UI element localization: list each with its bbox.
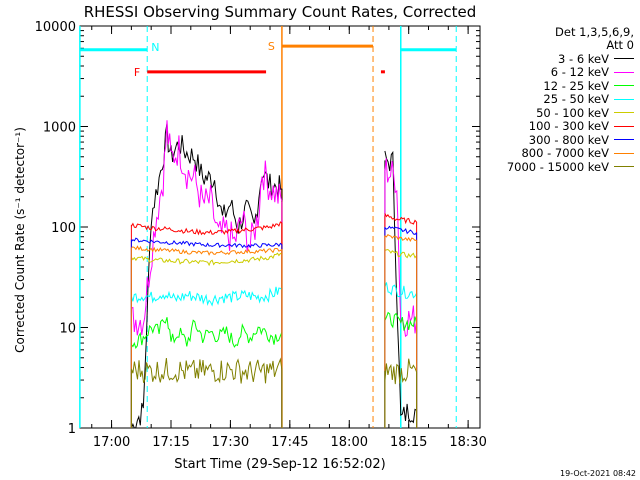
series-line-4-segment-1 [384, 248, 417, 259]
legend: Det 1,3,5,6,9, Att 0 3 - 6 keV 6 - 12 keV… [484, 26, 634, 174]
legend-swatch [614, 166, 634, 168]
legend-item: 3 - 6 keV [484, 52, 634, 66]
series-line-8-segment-1 [384, 358, 418, 385]
flag-label-s: S [268, 40, 275, 53]
legend-label: 100 - 300 keV [528, 119, 609, 134]
series-line-5-segment-1 [384, 213, 417, 225]
y-tick-label: 10000 [35, 20, 76, 35]
x-tick-label: 18:30 [449, 435, 486, 450]
series-line-8-segment-0 [130, 357, 283, 384]
series-line-5-segment-0 [130, 221, 283, 236]
legend-swatch [614, 112, 634, 114]
legend-header-line-2: Att 0 [606, 38, 634, 52]
footer-date: 19-Oct-2021 08:42 [560, 469, 636, 478]
x-tick-label: 18:15 [390, 435, 427, 450]
legend-item: 800 - 7000 keV [484, 146, 634, 161]
plot-layer: 1 10 100 1000 10000 17:00 17:15 17:30 17:45 18:00… [35, 20, 487, 450]
series-line-2-segment-0 [130, 317, 283, 349]
legend-item: 300 - 800 keV [484, 133, 634, 147]
series-line-3-segment-0 [130, 286, 283, 307]
legend-label: 7000 - 15000 keV [506, 159, 609, 174]
series-line-2-segment-1 [384, 311, 418, 331]
legend-swatch [614, 125, 634, 127]
y-tick-label: 1000 [43, 121, 76, 136]
y-tick-label: 100 [51, 221, 76, 236]
flag-label-f: F [134, 66, 140, 79]
legend-swatch [614, 98, 634, 100]
legend-item: 6 - 12 keV [484, 65, 634, 80]
legend-label: 3 - 6 keV [558, 51, 609, 66]
legend-swatch [614, 85, 634, 87]
legend-item: 50 - 100 keV [484, 106, 634, 120]
flag-label-n: N [151, 41, 159, 54]
series-line-0-segment-1 [384, 150, 417, 424]
legend-swatch [614, 71, 634, 73]
legend-rows: 3 - 6 keV 6 - 12 keV 12 - 25 keV 25 - 50 ke… [484, 52, 634, 174]
legend-item: 25 - 50 keV [484, 92, 634, 107]
series-line-6-segment-0 [131, 237, 283, 249]
y-axis-label: Corrected Count Rate (s⁻¹ detector⁻¹) [13, 127, 27, 353]
legend-swatch [614, 58, 634, 60]
legend-item: 12 - 25 keV [484, 79, 634, 93]
series-line-7-segment-0 [131, 245, 283, 256]
legend-header-line-1: Det 1,3,5,6,9, [555, 25, 634, 39]
x-tick-label: 17:45 [271, 435, 308, 450]
series-line-7-segment-1 [384, 234, 417, 242]
legend-item: 100 - 300 keV [484, 119, 634, 134]
series-line-4-segment-0 [130, 252, 283, 267]
legend-swatch [614, 139, 634, 141]
legend-label: 12 - 25 keV [543, 78, 609, 93]
x-axis-label: Start Time (29-Sep-12 16:52:02) [174, 457, 385, 472]
legend-label: 800 - 7000 keV [521, 146, 609, 161]
series-line-3-segment-1 [384, 282, 418, 299]
y-tick-label: 10 [59, 322, 76, 337]
chart-title: RHESSI Observing Summary Count Rates, Co… [84, 3, 477, 21]
y-tick-label: 1 [68, 422, 76, 437]
legend-label: 300 - 800 keV [528, 132, 609, 147]
legend-label: 50 - 100 keV [536, 105, 609, 120]
x-tick-label: 18:00 [331, 435, 368, 450]
legend-swatch [614, 152, 634, 154]
series-line-1-segment-1 [384, 158, 418, 338]
x-tick-label: 17:15 [152, 435, 189, 450]
x-tick-label: 17:00 [93, 435, 130, 450]
x-tick-label: 17:30 [212, 435, 249, 450]
series-line-6-segment-1 [384, 225, 417, 235]
legend-label: 6 - 12 keV [550, 65, 609, 80]
legend-item: 7000 - 15000 keV [484, 160, 634, 174]
series-line-0-segment-0 [130, 123, 283, 429]
legend-label: 25 - 50 keV [543, 92, 609, 107]
